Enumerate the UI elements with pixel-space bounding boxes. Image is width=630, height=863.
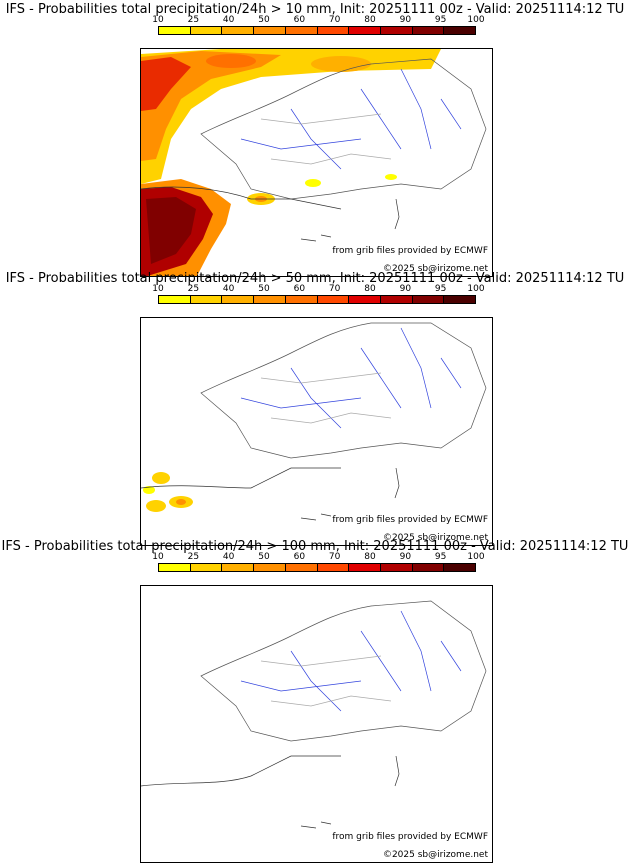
- color-scale: 10 25 40 50 60 70 80 90 95 100: [152, 552, 485, 578]
- borders-and-rivers: [141, 322, 487, 521]
- scale-color-bin: [444, 296, 476, 303]
- scale-color-bin: [412, 296, 445, 303]
- scale-tick-label: 40: [222, 15, 235, 25]
- scale-tick-label: 10: [152, 552, 164, 562]
- scale-labels: 10 25 40 50 60 70 80 90 95 100: [152, 15, 484, 26]
- scale-color-bin: [222, 296, 255, 303]
- scale-color-bin: [349, 27, 381, 34]
- scale-tick-label: 10: [152, 15, 164, 25]
- borders-and-rivers: [141, 58, 487, 242]
- scale-tick-label: 90: [399, 552, 412, 562]
- scale-tick-label: 95: [434, 552, 447, 562]
- borders-and-rivers: [141, 600, 487, 829]
- panel-title: IFS - Probabilities total precipitation/…: [5, 2, 625, 17]
- scale-bar: [158, 563, 476, 572]
- scale-color-bin: [190, 296, 223, 303]
- scale-tick-label: 60: [293, 15, 306, 25]
- scale-color-bin: [412, 27, 445, 34]
- scale-tick-label: 60: [293, 552, 306, 562]
- scale-tick-label: 70: [328, 15, 341, 25]
- scale-tick-label: 50: [258, 15, 270, 25]
- scale-tick-label: 100: [467, 15, 485, 25]
- scale-labels: 10 25 40 50 60 70 80 90 95 100: [152, 284, 484, 295]
- scale-color-bin: [317, 564, 350, 571]
- scale-color-bin: [349, 296, 381, 303]
- scale-tick-label: 90: [399, 15, 412, 25]
- scale-tick-label: 95: [434, 284, 447, 294]
- color-scale: 10 25 40 50 60 70 80 90 95 100: [152, 15, 485, 41]
- scale-tick-label: 70: [328, 284, 341, 294]
- scale-tick-label: 80: [364, 284, 376, 294]
- scale-tick-label: 70: [328, 552, 341, 562]
- scale-tick-label: 25: [187, 552, 200, 562]
- map-graphic: [141, 600, 487, 829]
- scale-color-bin: [190, 564, 223, 571]
- scale-tick-label: 25: [187, 284, 200, 294]
- map-graphic: [141, 49, 487, 276]
- scale-tick-label: 80: [364, 552, 376, 562]
- scale-color-bin: [380, 564, 413, 571]
- data-source-credit: from grib files provided by ECMWF: [332, 246, 488, 256]
- scale-tick-label: 10: [152, 284, 164, 294]
- scale-tick-label: 50: [258, 284, 270, 294]
- scale-color-bin: [349, 564, 381, 571]
- scale-tick-label: 60: [293, 284, 306, 294]
- probability-map: from grib files provided by ECMWF ©2025 …: [140, 48, 493, 277]
- scale-color-bin: [159, 296, 191, 303]
- scale-tick-label: 40: [222, 284, 235, 294]
- scale-color-bin: [254, 27, 286, 34]
- probability-shading: [143, 472, 193, 512]
- scale-tick-label: 40: [222, 552, 235, 562]
- probability-map: from grib files provided by ECMWF ©2025 …: [140, 585, 493, 863]
- scale-labels: 10 25 40 50 60 70 80 90 95 100: [152, 552, 484, 563]
- map-panel-50mm: IFS - Probabilities total precipitation/…: [0, 269, 630, 546]
- copyright-credit: ©2025 sb@irizome.net: [382, 264, 488, 274]
- scale-color-bin: [222, 564, 255, 571]
- scale-color-bin: [317, 296, 350, 303]
- map-graphic: [141, 322, 487, 521]
- scale-color-bin: [285, 296, 318, 303]
- scale-color-bin: [285, 27, 318, 34]
- panel-title: IFS - Probabilities total precipitation/…: [1, 539, 629, 554]
- scale-color-bin: [222, 27, 255, 34]
- scale-color-bin: [380, 27, 413, 34]
- scale-color-bin: [444, 564, 476, 571]
- scale-tick-label: 100: [467, 284, 485, 294]
- panel-title: IFS - Probabilities total precipitation/…: [5, 271, 625, 286]
- scale-color-bin: [190, 27, 223, 34]
- color-scale: 10 25 40 50 60 70 80 90 95 100: [152, 284, 485, 310]
- map-panel-10mm: IFS - Probabilities total precipitation/…: [0, 0, 630, 277]
- copyright-credit: ©2025 sb@irizome.net: [382, 533, 488, 543]
- copyright-credit: ©2025 sb@irizome.net: [382, 850, 488, 860]
- data-source-credit: from grib files provided by ECMWF: [332, 515, 488, 525]
- scale-color-bin: [254, 564, 286, 571]
- scale-color-bin: [285, 564, 318, 571]
- scale-color-bin: [159, 27, 191, 34]
- data-source-credit: from grib files provided by ECMWF: [332, 832, 488, 842]
- scale-color-bin: [317, 27, 350, 34]
- scale-tick-label: 25: [187, 15, 200, 25]
- scale-color-bin: [159, 564, 191, 571]
- scale-tick-label: 95: [434, 15, 447, 25]
- scale-color-bin: [380, 296, 413, 303]
- scale-tick-label: 80: [364, 15, 376, 25]
- scale-color-bin: [412, 564, 445, 571]
- scale-tick-label: 100: [467, 552, 485, 562]
- scale-tick-label: 90: [399, 284, 412, 294]
- scale-bar: [158, 295, 476, 304]
- probability-map: from grib files provided by ECMWF ©2025 …: [140, 317, 493, 546]
- scale-tick-label: 50: [258, 552, 270, 562]
- scale-color-bin: [254, 296, 286, 303]
- map-panel-100mm: IFS - Probabilities total precipitation/…: [0, 537, 630, 863]
- scale-bar: [158, 26, 476, 35]
- scale-color-bin: [444, 27, 476, 34]
- probability-shading: [141, 49, 441, 276]
